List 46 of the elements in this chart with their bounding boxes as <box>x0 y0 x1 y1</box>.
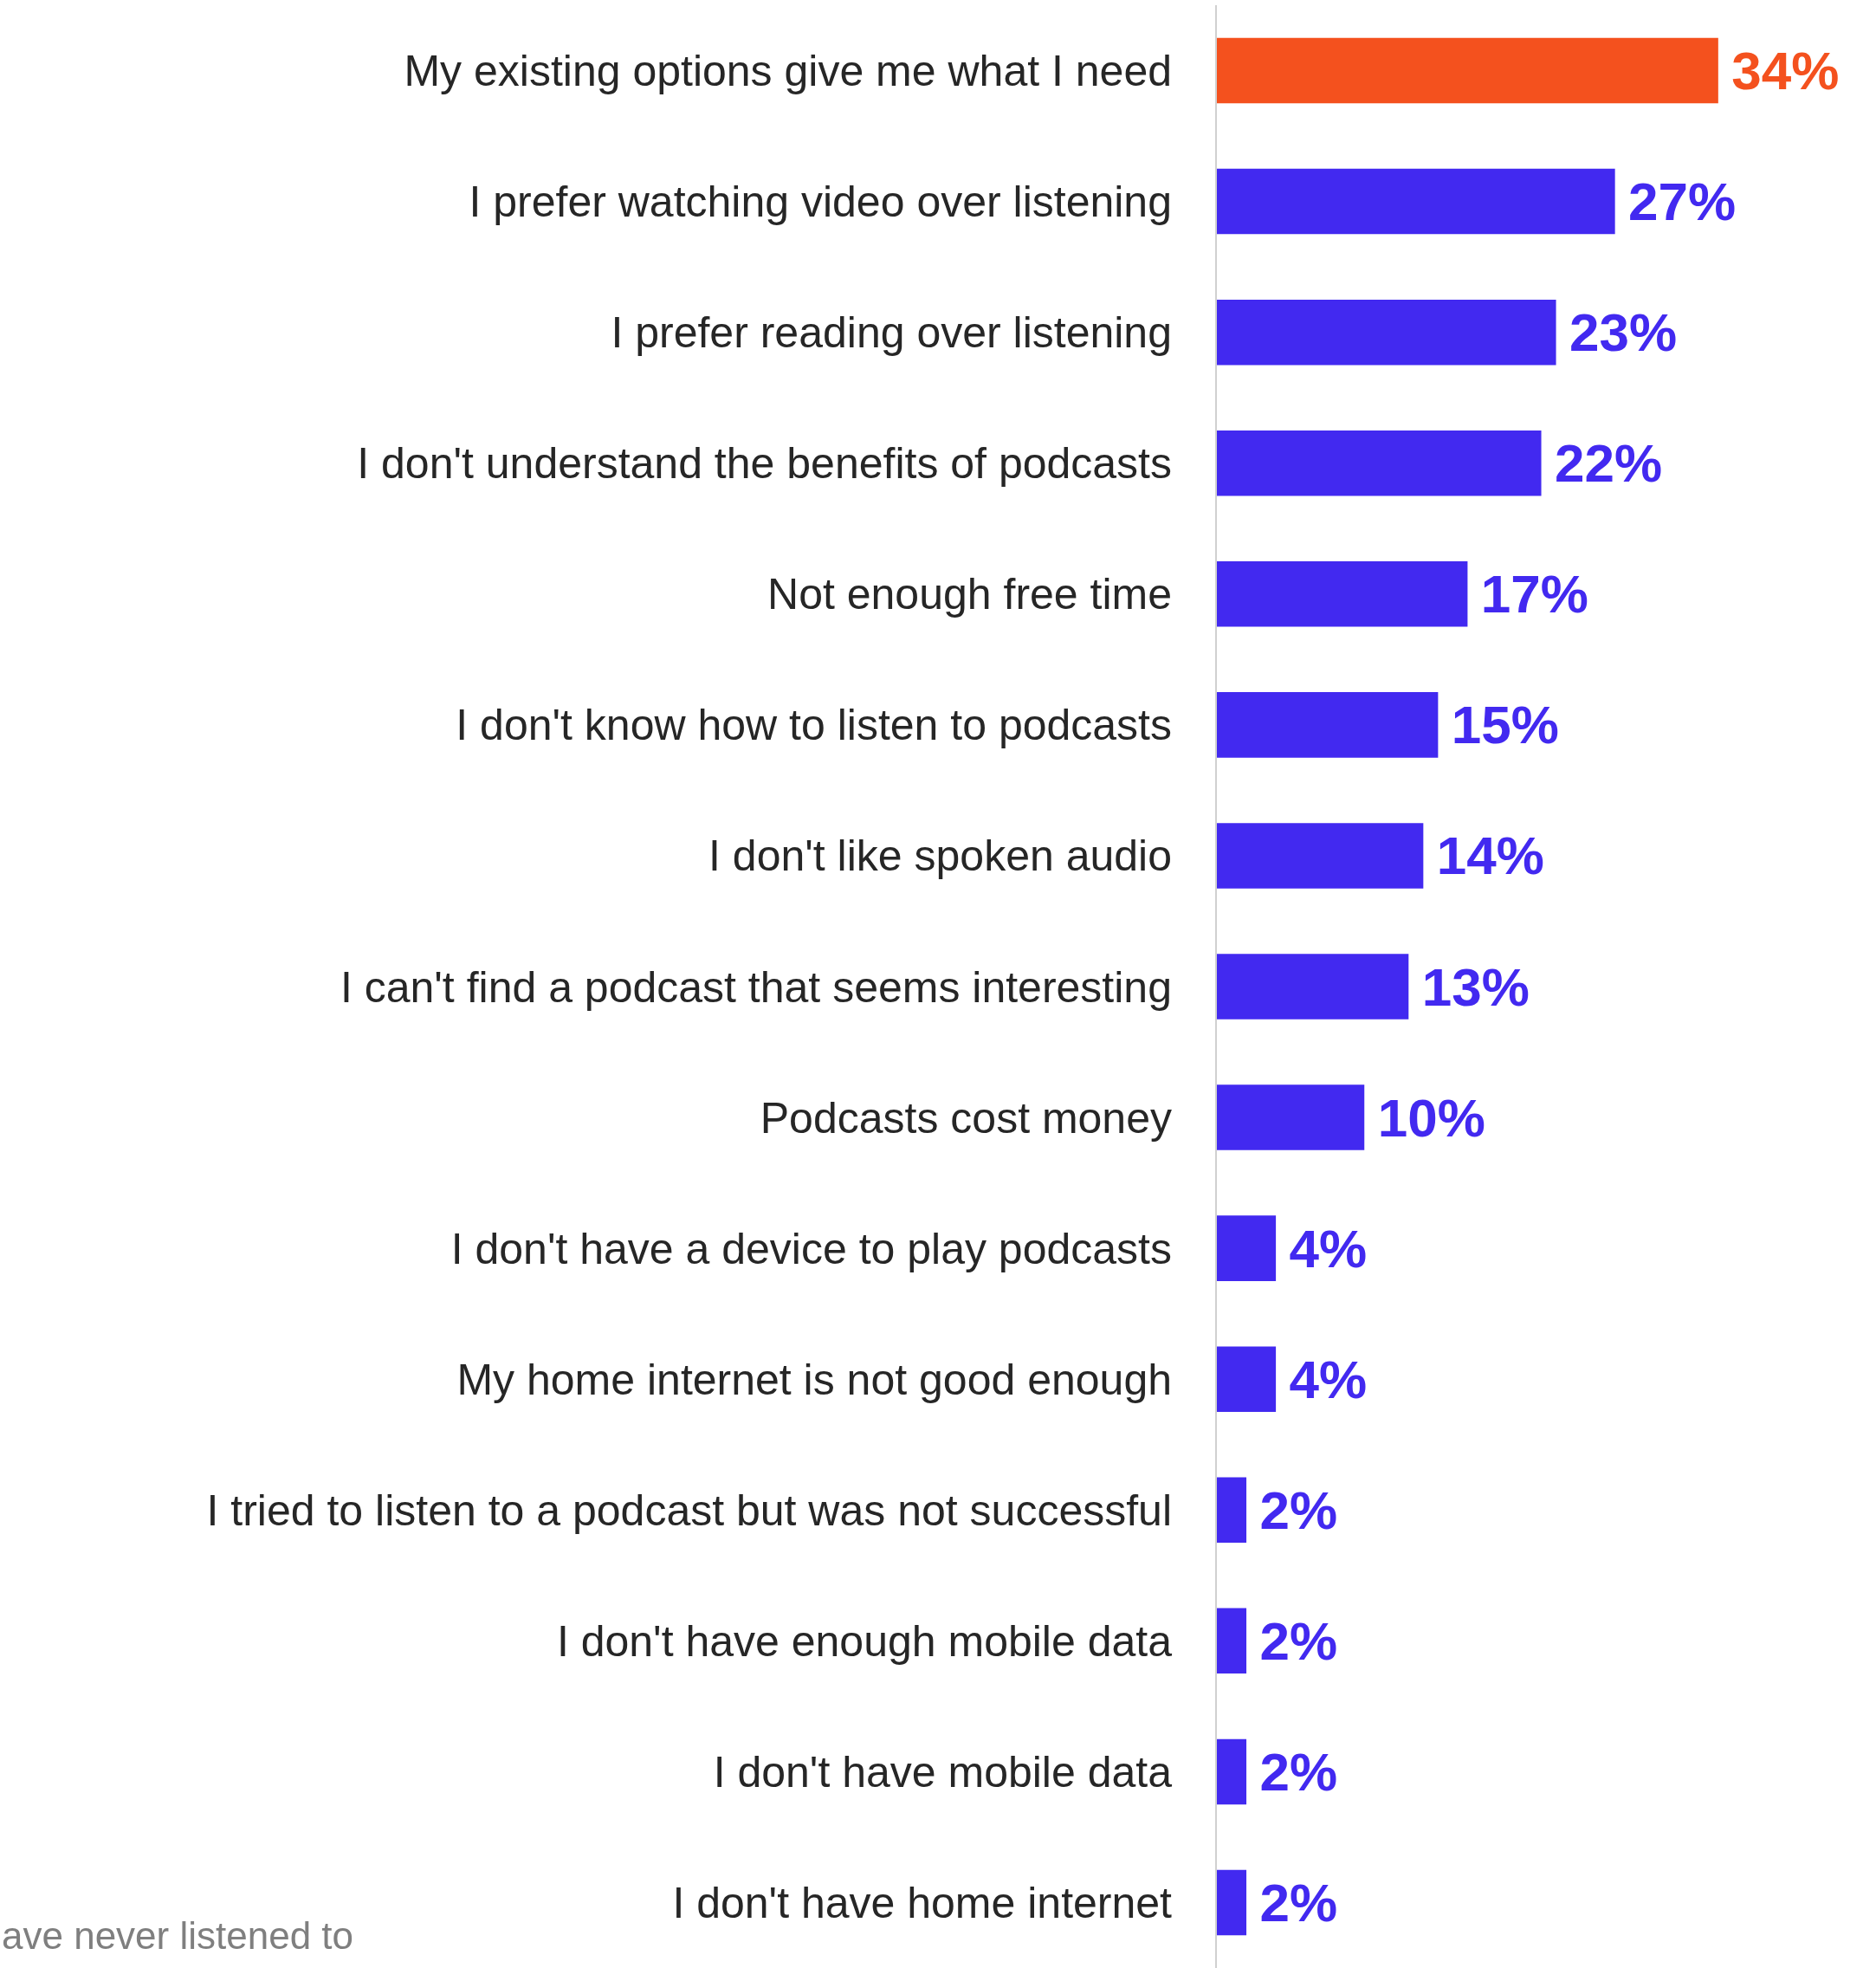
bar <box>1217 37 1718 104</box>
y-tick-label: I prefer reading over listening <box>611 308 1172 358</box>
y-tick-label: My home internet is not good enough <box>456 1355 1172 1404</box>
data-label: 14% <box>1426 825 1544 886</box>
y-tick-label: Podcasts cost money <box>760 1093 1172 1143</box>
bar <box>1217 299 1556 366</box>
y-tick-label: I don't know how to listen to podcasts <box>456 701 1172 750</box>
data-label: 4% <box>1278 1349 1368 1409</box>
data-label: 2% <box>1249 1872 1338 1932</box>
data-label: 34% <box>1720 41 1840 101</box>
data-label: 23% <box>1558 302 1678 363</box>
data-label: 15% <box>1440 695 1559 755</box>
y-tick-label: I don't have a device to play podcasts <box>450 1224 1172 1273</box>
y-tick-label: I don't have mobile data <box>713 1747 1173 1796</box>
data-label: 27% <box>1617 172 1737 232</box>
bar <box>1217 692 1439 758</box>
data-label: 17% <box>1470 564 1588 625</box>
bar <box>1217 1608 1247 1674</box>
y-tick-label: I don't have enough mobile data <box>556 1616 1173 1666</box>
bar <box>1217 430 1542 496</box>
text: ave never listened to <box>2 1914 354 1957</box>
data-label: 4% <box>1278 1218 1368 1279</box>
bar <box>1217 1084 1365 1150</box>
data-label: 22% <box>1543 433 1663 494</box>
data-label: 2% <box>1249 1610 1338 1671</box>
bar <box>1217 168 1615 235</box>
y-tick-label: I don't have home internet <box>672 1878 1173 1927</box>
bar <box>1217 1869 1247 1936</box>
y-tick-label: My existing options give me what I need <box>404 47 1172 96</box>
bar <box>1217 823 1424 889</box>
y-tick-label: Not enough free time <box>767 570 1172 619</box>
bar <box>1217 1346 1277 1412</box>
bar <box>1217 1477 1247 1544</box>
bar <box>1217 1738 1247 1805</box>
y-tick-label: I don't like spoken audio <box>708 832 1172 881</box>
y-tick-label: I don't understand the benefits of podcasts <box>357 439 1172 489</box>
data-label: 10% <box>1367 1087 1485 1148</box>
bar <box>1217 1215 1277 1281</box>
bar <box>1217 954 1409 1020</box>
bar <box>1217 561 1468 627</box>
data-label: 13% <box>1411 956 1530 1017</box>
y-tick-label: I can't find a podcast that seems interesting <box>340 962 1172 1012</box>
y-tick-label: I tried to listen to a podcast but was not successful <box>206 1486 1172 1535</box>
y-tick-label: I prefer watching video over listening <box>469 178 1172 227</box>
data-label: 2% <box>1249 1479 1338 1540</box>
data-label: 2% <box>1249 1741 1338 1802</box>
